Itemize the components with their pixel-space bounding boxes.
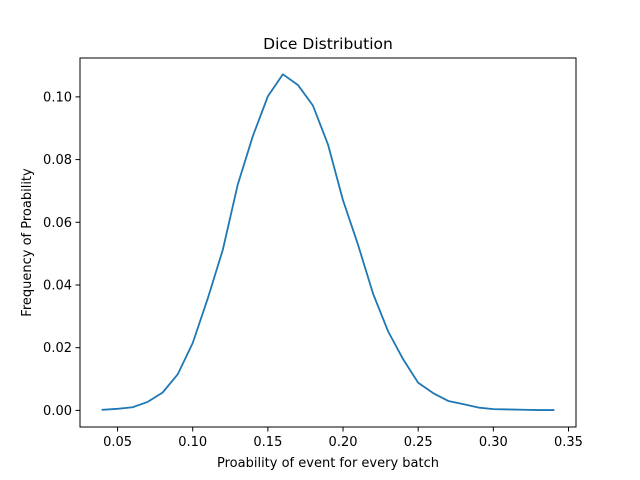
x-tick-label: 0.05 <box>103 435 132 450</box>
x-axis-label: Proability of event for every batch <box>217 456 439 471</box>
y-axis: 0.00 0.02 0.04 0.06 0.08 0.10 <box>43 90 80 419</box>
plot-area <box>79 57 577 428</box>
x-axis: 0.05 0.10 0.15 0.20 0.25 0.30 0.35 <box>103 427 583 450</box>
x-tick-label: 0.20 <box>329 435 358 450</box>
y-tick-label: 0.10 <box>43 90 72 105</box>
y-tick-label: 0.06 <box>43 216 72 231</box>
x-tick-label: 0.35 <box>554 435 583 450</box>
series-line-0 <box>101 73 555 411</box>
y-tick-label: 0.00 <box>43 404 72 419</box>
x-tick-label: 0.30 <box>479 435 508 450</box>
y-tick-label: 0.04 <box>43 278 72 293</box>
x-tick-label: 0.15 <box>253 435 282 450</box>
x-tick-label: 0.25 <box>404 435 433 450</box>
chart-title: Dice Distribution <box>263 35 393 53</box>
axes-frame <box>79 57 577 428</box>
y-tick-label: 0.08 <box>43 153 72 168</box>
y-axis-label: Frequency of Proability <box>20 168 35 317</box>
y-tick-label: 0.02 <box>43 341 72 356</box>
x-tick-label: 0.10 <box>178 435 207 450</box>
